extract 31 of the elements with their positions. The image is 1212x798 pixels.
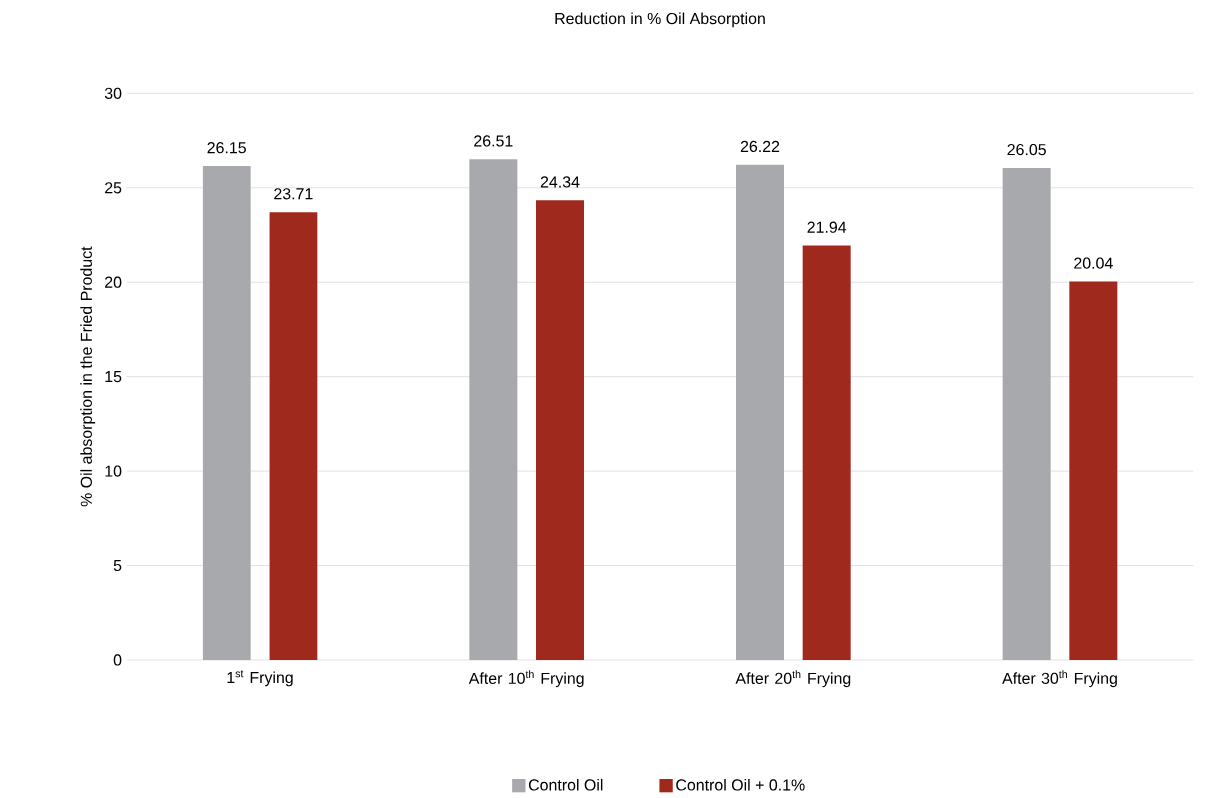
data-label: 26.15 — [207, 142, 246, 154]
data-label: 24.34 — [540, 176, 580, 188]
data-label: 26.22 — [740, 140, 780, 153]
y-tick-label: 0 — [113, 654, 122, 666]
x-tick-label: 1$^{st}$ Frying — [227, 670, 293, 687]
bar — [202, 166, 251, 661]
bar — [469, 159, 518, 661]
bar — [802, 245, 851, 661]
legend-label: Control Oil — [528, 779, 603, 791]
bar — [736, 164, 784, 661]
data-label: 21.94 — [807, 221, 847, 233]
y-tick-label: 15 — [105, 371, 122, 383]
data-label: 20.04 — [1074, 257, 1113, 269]
x-tick-label: After 20$^{th}$ Frying — [735, 670, 851, 688]
data-label: 26.05 — [1007, 144, 1046, 156]
data-label: 23.71 — [274, 188, 313, 200]
legend-label: Control Oil + 0.1% — [676, 779, 805, 791]
y-tick-label: 30 — [104, 87, 122, 100]
bar — [536, 200, 585, 661]
y-tick-label: 25 — [105, 182, 122, 194]
x-tick-label: After 10$^{th}$ Frying — [468, 670, 584, 688]
chart-title: Reduction in % Oil Absorption — [555, 12, 765, 28]
y-axis-title: % Oil absorption in the Fried Product — [80, 246, 96, 507]
bar — [1002, 168, 1051, 661]
x-tick-label: After 30$^{th}$ Frying — [1002, 670, 1117, 688]
y-tick-label: 5 — [113, 560, 122, 572]
y-tick-label: 10 — [105, 465, 122, 477]
y-tick-label: 20 — [105, 276, 122, 288]
bar — [269, 212, 318, 661]
bar — [1069, 281, 1118, 661]
data-label: 26.51 — [474, 135, 513, 147]
